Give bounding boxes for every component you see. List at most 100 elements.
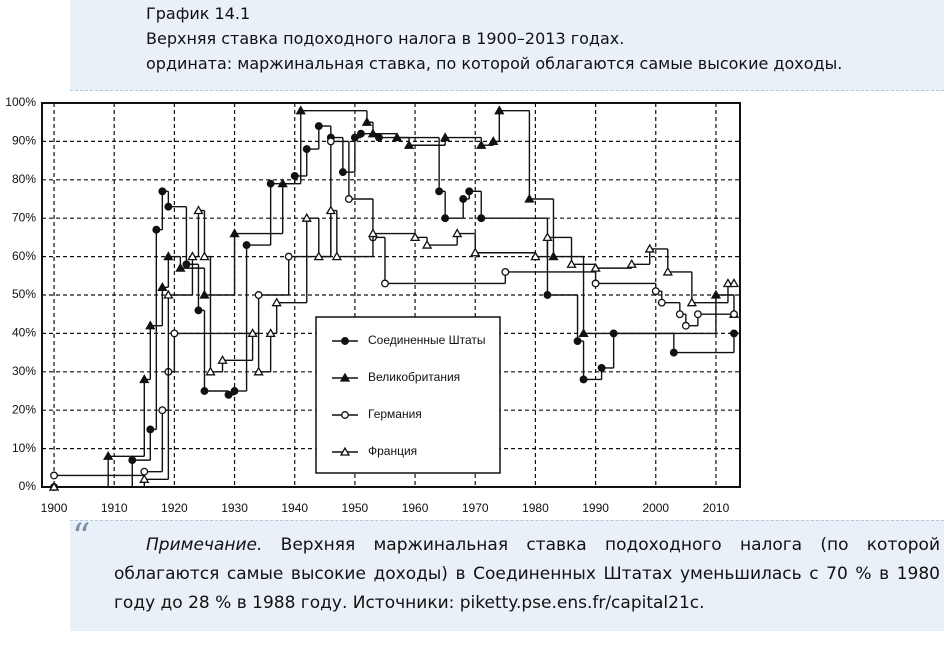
point <box>542 232 553 242</box>
point <box>403 139 415 149</box>
x-tick-label: 2000 <box>642 501 669 515</box>
point <box>543 291 552 299</box>
point <box>103 450 114 460</box>
point <box>157 282 168 291</box>
x-tick-label: 2010 <box>703 501 730 515</box>
legend-label: Германия <box>368 407 422 421</box>
point <box>224 390 233 399</box>
x-tick-label: 1950 <box>342 501 369 515</box>
point <box>265 328 276 338</box>
legend-marker <box>339 446 351 456</box>
point <box>325 205 336 215</box>
point <box>421 239 433 249</box>
x-tick-label: 1910 <box>101 501 128 515</box>
quote-mark: “ <box>72 517 91 558</box>
point <box>139 474 150 483</box>
y-tick-label: 30% <box>12 364 36 378</box>
y-tick-label: 100% <box>5 95 36 109</box>
point <box>254 291 263 299</box>
point <box>651 287 660 296</box>
y-tick-label: 60% <box>12 249 36 263</box>
point <box>440 132 451 142</box>
point <box>435 187 444 196</box>
point <box>669 348 678 357</box>
point <box>626 258 637 268</box>
point <box>548 251 559 261</box>
x-tick-label: 1900 <box>41 501 68 515</box>
point <box>644 243 655 253</box>
point <box>597 364 606 372</box>
legend-label: Франция <box>368 444 417 458</box>
point <box>163 289 174 299</box>
point <box>194 306 203 315</box>
header: График 14.1 Верхняя ставка подоходного н… <box>70 0 944 91</box>
point <box>356 129 365 138</box>
point <box>681 321 690 330</box>
point <box>381 279 389 288</box>
point <box>693 310 702 319</box>
note: “ Примечание. Верхняя маржинальная ставк… <box>70 517 944 631</box>
point <box>187 251 198 261</box>
point <box>266 179 275 188</box>
y-tick-label: 40% <box>12 326 36 340</box>
point <box>182 260 191 269</box>
point <box>465 187 474 196</box>
point <box>331 251 342 261</box>
point <box>361 116 373 126</box>
point <box>247 328 258 338</box>
point <box>470 247 481 257</box>
point <box>170 329 179 338</box>
point <box>409 232 421 242</box>
x-tick-label: 1990 <box>582 501 609 515</box>
point <box>242 241 251 250</box>
point <box>200 387 209 395</box>
point <box>657 298 666 307</box>
point <box>139 374 150 384</box>
chart: 0% 10% 20% 30% 40% 50% 60% 70% 80% 90% 100% 1900 191… <box>0 95 750 520</box>
point <box>344 195 353 203</box>
point <box>290 172 299 180</box>
point <box>145 320 156 330</box>
point <box>152 225 161 234</box>
y-tick-label: 50% <box>12 287 36 301</box>
point <box>459 195 468 203</box>
y-tick-label: 10% <box>12 441 36 455</box>
point <box>277 178 288 188</box>
point <box>728 278 740 288</box>
point <box>730 310 738 319</box>
point <box>253 366 264 376</box>
point <box>350 133 359 142</box>
point <box>140 467 149 476</box>
axis-note: ордината: маржинальная ставка, по которо… <box>146 54 843 73</box>
y-tick-label: 80% <box>12 172 36 186</box>
point <box>128 456 137 465</box>
x-tick-label: 1970 <box>462 501 489 515</box>
point <box>675 310 684 319</box>
point <box>710 289 722 299</box>
point <box>301 212 312 222</box>
point <box>199 289 210 299</box>
point <box>662 266 673 276</box>
x-tick-label: 1920 <box>161 501 188 515</box>
point <box>314 122 323 130</box>
point <box>573 337 582 346</box>
point <box>566 258 577 268</box>
y-tick-label: 90% <box>12 134 36 148</box>
point <box>488 136 499 146</box>
point <box>578 328 589 338</box>
point <box>146 425 155 434</box>
legend-label: Соединенные Штаты <box>368 333 486 347</box>
x-tick-label: 1940 <box>281 501 308 515</box>
title: График 14.1 <box>146 4 251 23</box>
point <box>476 139 487 149</box>
point <box>477 214 486 223</box>
legend-marker <box>341 337 349 345</box>
point <box>391 132 403 142</box>
point <box>205 366 216 376</box>
point <box>501 268 510 276</box>
point <box>230 387 239 395</box>
x-tick-label: 1980 <box>522 501 549 515</box>
x-tick-label: 1960 <box>402 501 429 515</box>
point <box>579 375 588 384</box>
legend-marker <box>339 372 351 382</box>
